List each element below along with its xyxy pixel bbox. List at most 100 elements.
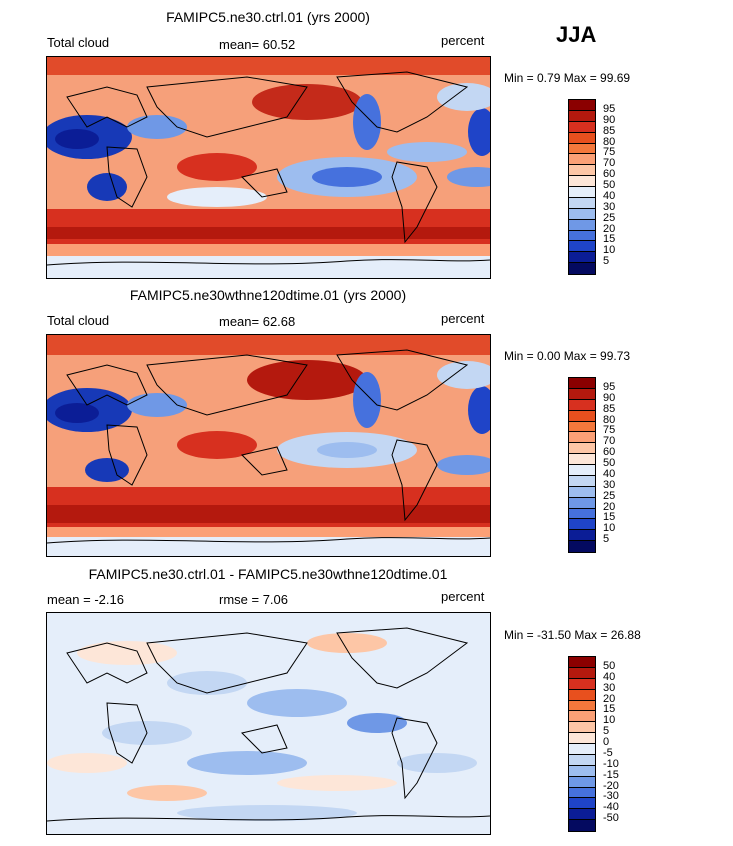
panel-1-mean-label: mean= 60.52 — [219, 37, 296, 52]
colorbar-level-label: 10 — [603, 522, 616, 535]
colorbar-swatch — [569, 443, 595, 455]
season-label: JJA — [556, 22, 597, 47]
colorbar-level-label: 15 — [603, 233, 616, 246]
panel-1-map — [46, 56, 491, 279]
colorbar-swatch — [569, 421, 595, 433]
colorbar-swatch — [569, 378, 595, 389]
colorbar-level-label: 20 — [603, 692, 616, 705]
colorbar-level-label: 15 — [603, 511, 616, 524]
colorbar-level-label: 5 — [603, 533, 610, 546]
colorbar-swatch — [569, 399, 595, 411]
colorbar-level-label: 40 — [603, 670, 616, 683]
colorbar-swatch — [569, 432, 595, 444]
colorbar-level-label: 70 — [603, 435, 616, 448]
colorbar-level-label: 75 — [603, 146, 616, 159]
colorbar-swatch — [569, 197, 595, 209]
colorbar-swatch — [569, 508, 595, 520]
colorbar-level-label: 70 — [603, 157, 616, 170]
colorbar-swatch — [569, 165, 595, 177]
colorbar-swatch — [569, 121, 595, 133]
colorbar-swatch — [569, 454, 595, 465]
colorbar-swatch — [569, 754, 595, 766]
colorbar-swatch — [569, 110, 595, 122]
colorbar-swatch — [569, 100, 595, 111]
colorbar-swatch — [569, 410, 595, 422]
colorbar-swatch — [569, 809, 595, 821]
colorbar-swatch — [569, 252, 595, 264]
colorbar-swatch — [569, 744, 595, 755]
panel-3-rmse-label: rmse = 7.06 — [219, 592, 289, 607]
colorbar-level-label: -50 — [603, 812, 619, 825]
colorbar-swatch — [569, 388, 595, 400]
colorbar-level-label: 30 — [603, 681, 616, 694]
colorbar-level-label: 15 — [603, 703, 616, 716]
panel-3-mean-label: mean = -2.16 — [47, 592, 124, 607]
colorbar-level-label: 0 — [603, 736, 610, 748]
colorbar-swatch — [569, 230, 595, 242]
panel-3-units-label: percent — [441, 589, 485, 604]
colorbar-swatch — [569, 667, 595, 679]
panel-3-minmax: Min = -31.50 Max = 26.88 — [504, 628, 641, 642]
colorbar-level-label: 60 — [603, 446, 616, 459]
colorbar-level-label: -30 — [603, 790, 619, 803]
colorbar-level-label: 20 — [603, 500, 616, 513]
colorbar-swatch — [569, 143, 595, 155]
panel-2-variable-label: Total cloud — [47, 313, 110, 328]
colorbar-level-label: 40 — [603, 189, 616, 202]
colorbar-swatch — [569, 657, 595, 668]
panel-3-title: FAMIPC5.ne30.ctrl.01 - FAMIPC5.ne30wthne… — [88, 566, 448, 582]
colorbar-swatch — [569, 711, 595, 723]
colorbar-level-label: 50 — [603, 457, 616, 469]
panel-2-minmax: Min = 0.00 Max = 99.73 — [504, 349, 631, 363]
colorbar-level-label: 85 — [603, 124, 616, 137]
panel-1-map-field — [47, 57, 490, 278]
colorbar-swatch — [569, 176, 595, 187]
colorbar-level-label: -15 — [603, 768, 619, 781]
colorbar-level-label: -10 — [603, 757, 619, 770]
colorbar-level-label: 75 — [603, 424, 616, 437]
panel-3-colorbar — [568, 656, 596, 832]
colorbar-level-label: 10 — [603, 714, 616, 727]
panel-2-colorbar — [568, 377, 596, 553]
colorbar-level-label: 10 — [603, 244, 616, 257]
panel-3-map-field — [47, 613, 490, 834]
panel-1-colorbar — [568, 99, 596, 275]
colorbar-level-label: -40 — [603, 801, 619, 814]
panel-2-map — [46, 334, 491, 557]
colorbar-level-label: 60 — [603, 168, 616, 181]
colorbar-level-label: -5 — [603, 746, 613, 759]
panel-2-title: FAMIPC5.ne30wthne120dtime.01 (yrs 2000) — [129, 287, 407, 303]
colorbar-swatch — [569, 678, 595, 690]
colorbar-level-label: 25 — [603, 211, 616, 224]
colorbar-swatch — [569, 465, 595, 476]
colorbar-swatch — [569, 820, 595, 831]
colorbar-swatch — [569, 541, 595, 552]
colorbar-swatch — [569, 776, 595, 788]
colorbar-level-label: 80 — [603, 135, 616, 148]
colorbar-swatch — [569, 519, 595, 531]
colorbar-level-label: 85 — [603, 402, 616, 415]
colorbar-swatch — [569, 689, 595, 701]
colorbar-swatch — [569, 497, 595, 509]
colorbar-level-label: 50 — [603, 659, 616, 672]
colorbar-swatch — [569, 154, 595, 166]
colorbar-level-label: 5 — [603, 255, 610, 268]
colorbar-swatch — [569, 733, 595, 744]
panel-3-map — [46, 612, 491, 835]
colorbar-level-label: 95 — [603, 380, 616, 393]
panel-2-mean-label: mean= 62.68 — [219, 314, 296, 329]
colorbar-swatch — [569, 219, 595, 231]
colorbar-swatch — [569, 765, 595, 777]
colorbar-level-label: 20 — [603, 222, 616, 235]
panel-2-map-field — [47, 335, 490, 556]
colorbar-level-label: 25 — [603, 489, 616, 502]
colorbar-swatch — [569, 132, 595, 144]
panel-1-minmax: Min = 0.79 Max = 99.69 — [504, 71, 631, 85]
colorbar-swatch — [569, 475, 595, 487]
colorbar-swatch — [569, 787, 595, 799]
colorbar-swatch — [569, 700, 595, 712]
colorbar-swatch — [569, 208, 595, 220]
colorbar-swatch — [569, 241, 595, 253]
panel-2-units-label: percent — [441, 311, 485, 326]
colorbar-swatch — [569, 263, 595, 274]
